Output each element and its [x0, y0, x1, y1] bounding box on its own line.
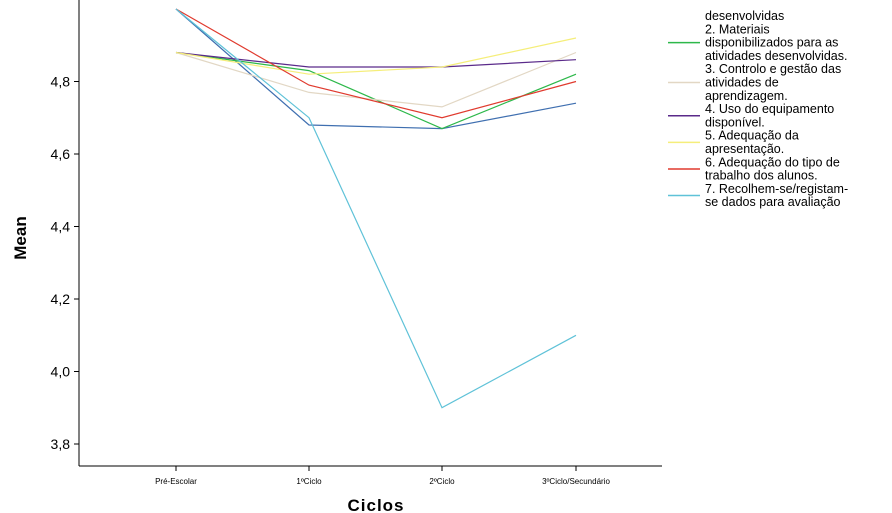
y-axis-ticks: 3,8 4,0 4,2 4,4 4,6 4,8: [51, 74, 79, 452]
y-axis-title: Mean: [11, 216, 30, 259]
x-tick-label: 1ºCiclo: [296, 477, 322, 486]
y-tick-label: 4,4: [51, 219, 71, 235]
legend-label: 6. Adequação do tipo de: [705, 155, 840, 169]
series-line-6: [175, 8, 577, 119]
y-tick-label: 4,2: [51, 291, 71, 307]
legend-label: desenvolvidas: [705, 9, 784, 23]
series-line-2: [175, 51, 577, 130]
series-lines: [175, 8, 577, 409]
legend-label: 3. Controlo e gestão das: [705, 62, 841, 76]
legend-label: 2. Materiais: [705, 22, 770, 36]
legend-label: se dados para avaliação: [705, 195, 841, 209]
series-line-4: [175, 51, 577, 68]
legend-label: 5. Adequação da: [705, 129, 799, 143]
plot-area: 3,8 4,0 4,2 4,4 4,6 4,8 Pré-Escolar 1ºCiclo 2ºC…: [51, 0, 662, 486]
y-tick-label: 4,0: [51, 364, 71, 380]
x-axis-title: Ciclos: [347, 496, 404, 513]
y-tick-label: 4,8: [51, 74, 71, 90]
legend-label: 4. Uso do equipamento: [705, 102, 834, 116]
legend-label: disponível.: [705, 115, 765, 129]
series-line-1: [175, 8, 577, 130]
series-line-3: [175, 51, 577, 108]
x-tick-label: 3ºCiclo/Secundário: [542, 477, 610, 486]
legend-label: atividades desenvolvidas.: [705, 49, 847, 63]
legend-label: disponibilizados para as: [705, 36, 838, 50]
x-axis-ticks: Pré-Escolar 1ºCiclo 2ºCiclo 3ºCiclo/Secundá…: [155, 466, 610, 486]
y-tick-label: 4,6: [51, 146, 71, 162]
legend-label: apresentação.: [705, 142, 784, 156]
legend-label: 7. Recolhem-se/registam-: [705, 182, 848, 196]
series-line-7: [175, 8, 577, 409]
legend-label: trabalho dos alunos.: [705, 169, 818, 183]
x-tick-label: 2ºCiclo: [429, 477, 455, 486]
legend-label: atividades de: [705, 76, 779, 90]
y-tick-label: 3,8: [51, 436, 71, 452]
x-tick-label: Pré-Escolar: [155, 477, 197, 486]
legend-label: aprendizagem.: [705, 89, 788, 103]
